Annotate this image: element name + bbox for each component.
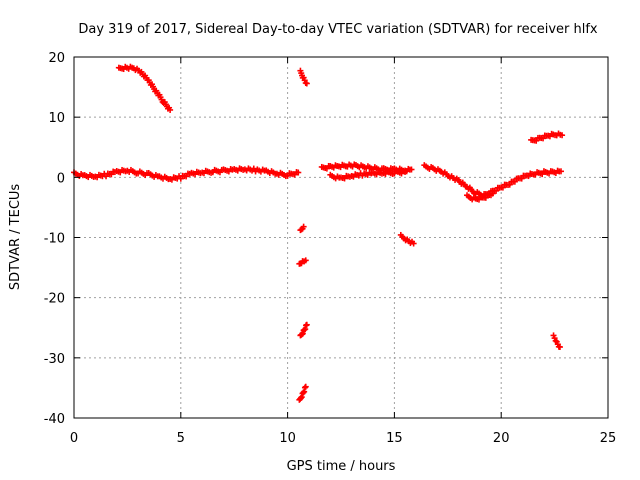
- x-tick-label: 0: [70, 431, 78, 446]
- y-tick-label: -10: [44, 232, 65, 247]
- y-tick-label: 0: [57, 171, 65, 186]
- y-tick-label: 10: [48, 111, 65, 126]
- data-point: [299, 330, 306, 337]
- data-point: [303, 321, 310, 328]
- x-axis-label: GPS time / hours: [287, 459, 396, 474]
- axis-ticks: 0 5 10 15 20 25 -40 -30 -20 -10 0 10 20: [44, 51, 617, 446]
- chart-title: Day 319 of 2017, Sidereal Day-to-day VTE…: [78, 22, 598, 37]
- x-tick-label: 20: [493, 431, 510, 446]
- data-point: [511, 178, 518, 185]
- data-point: [410, 240, 417, 247]
- y-tick-label: -20: [44, 292, 65, 307]
- data-point: [167, 106, 174, 113]
- data-point: [489, 190, 496, 197]
- data-point: [302, 257, 309, 264]
- data-point: [297, 394, 304, 401]
- x-tick-label: 15: [386, 431, 403, 446]
- data-points: [71, 63, 566, 403]
- x-tick-label: 5: [177, 431, 185, 446]
- grid-lines: [74, 57, 608, 418]
- data-point: [300, 389, 307, 396]
- data-point: [301, 384, 308, 391]
- data-point: [402, 168, 409, 175]
- data-point: [408, 166, 415, 173]
- data-point: [493, 187, 500, 194]
- data-point: [302, 383, 309, 390]
- data-point: [295, 169, 302, 176]
- x-tick-label: 10: [279, 431, 296, 446]
- data-point: [558, 168, 565, 175]
- data-point: [552, 337, 559, 344]
- y-tick-label: -40: [44, 412, 65, 427]
- x-tick-label: 25: [600, 431, 617, 446]
- data-point: [506, 181, 513, 188]
- data-point: [301, 388, 308, 395]
- data-point: [559, 132, 566, 139]
- data-point: [556, 344, 563, 351]
- data-point: [303, 80, 310, 87]
- data-point: [300, 223, 307, 230]
- y-tick-label: -30: [44, 352, 65, 367]
- data-point: [302, 326, 309, 333]
- data-point: [298, 394, 305, 401]
- y-tick-label: 20: [48, 51, 65, 66]
- y-axis-label: SDTVAR / TECUs: [8, 184, 23, 291]
